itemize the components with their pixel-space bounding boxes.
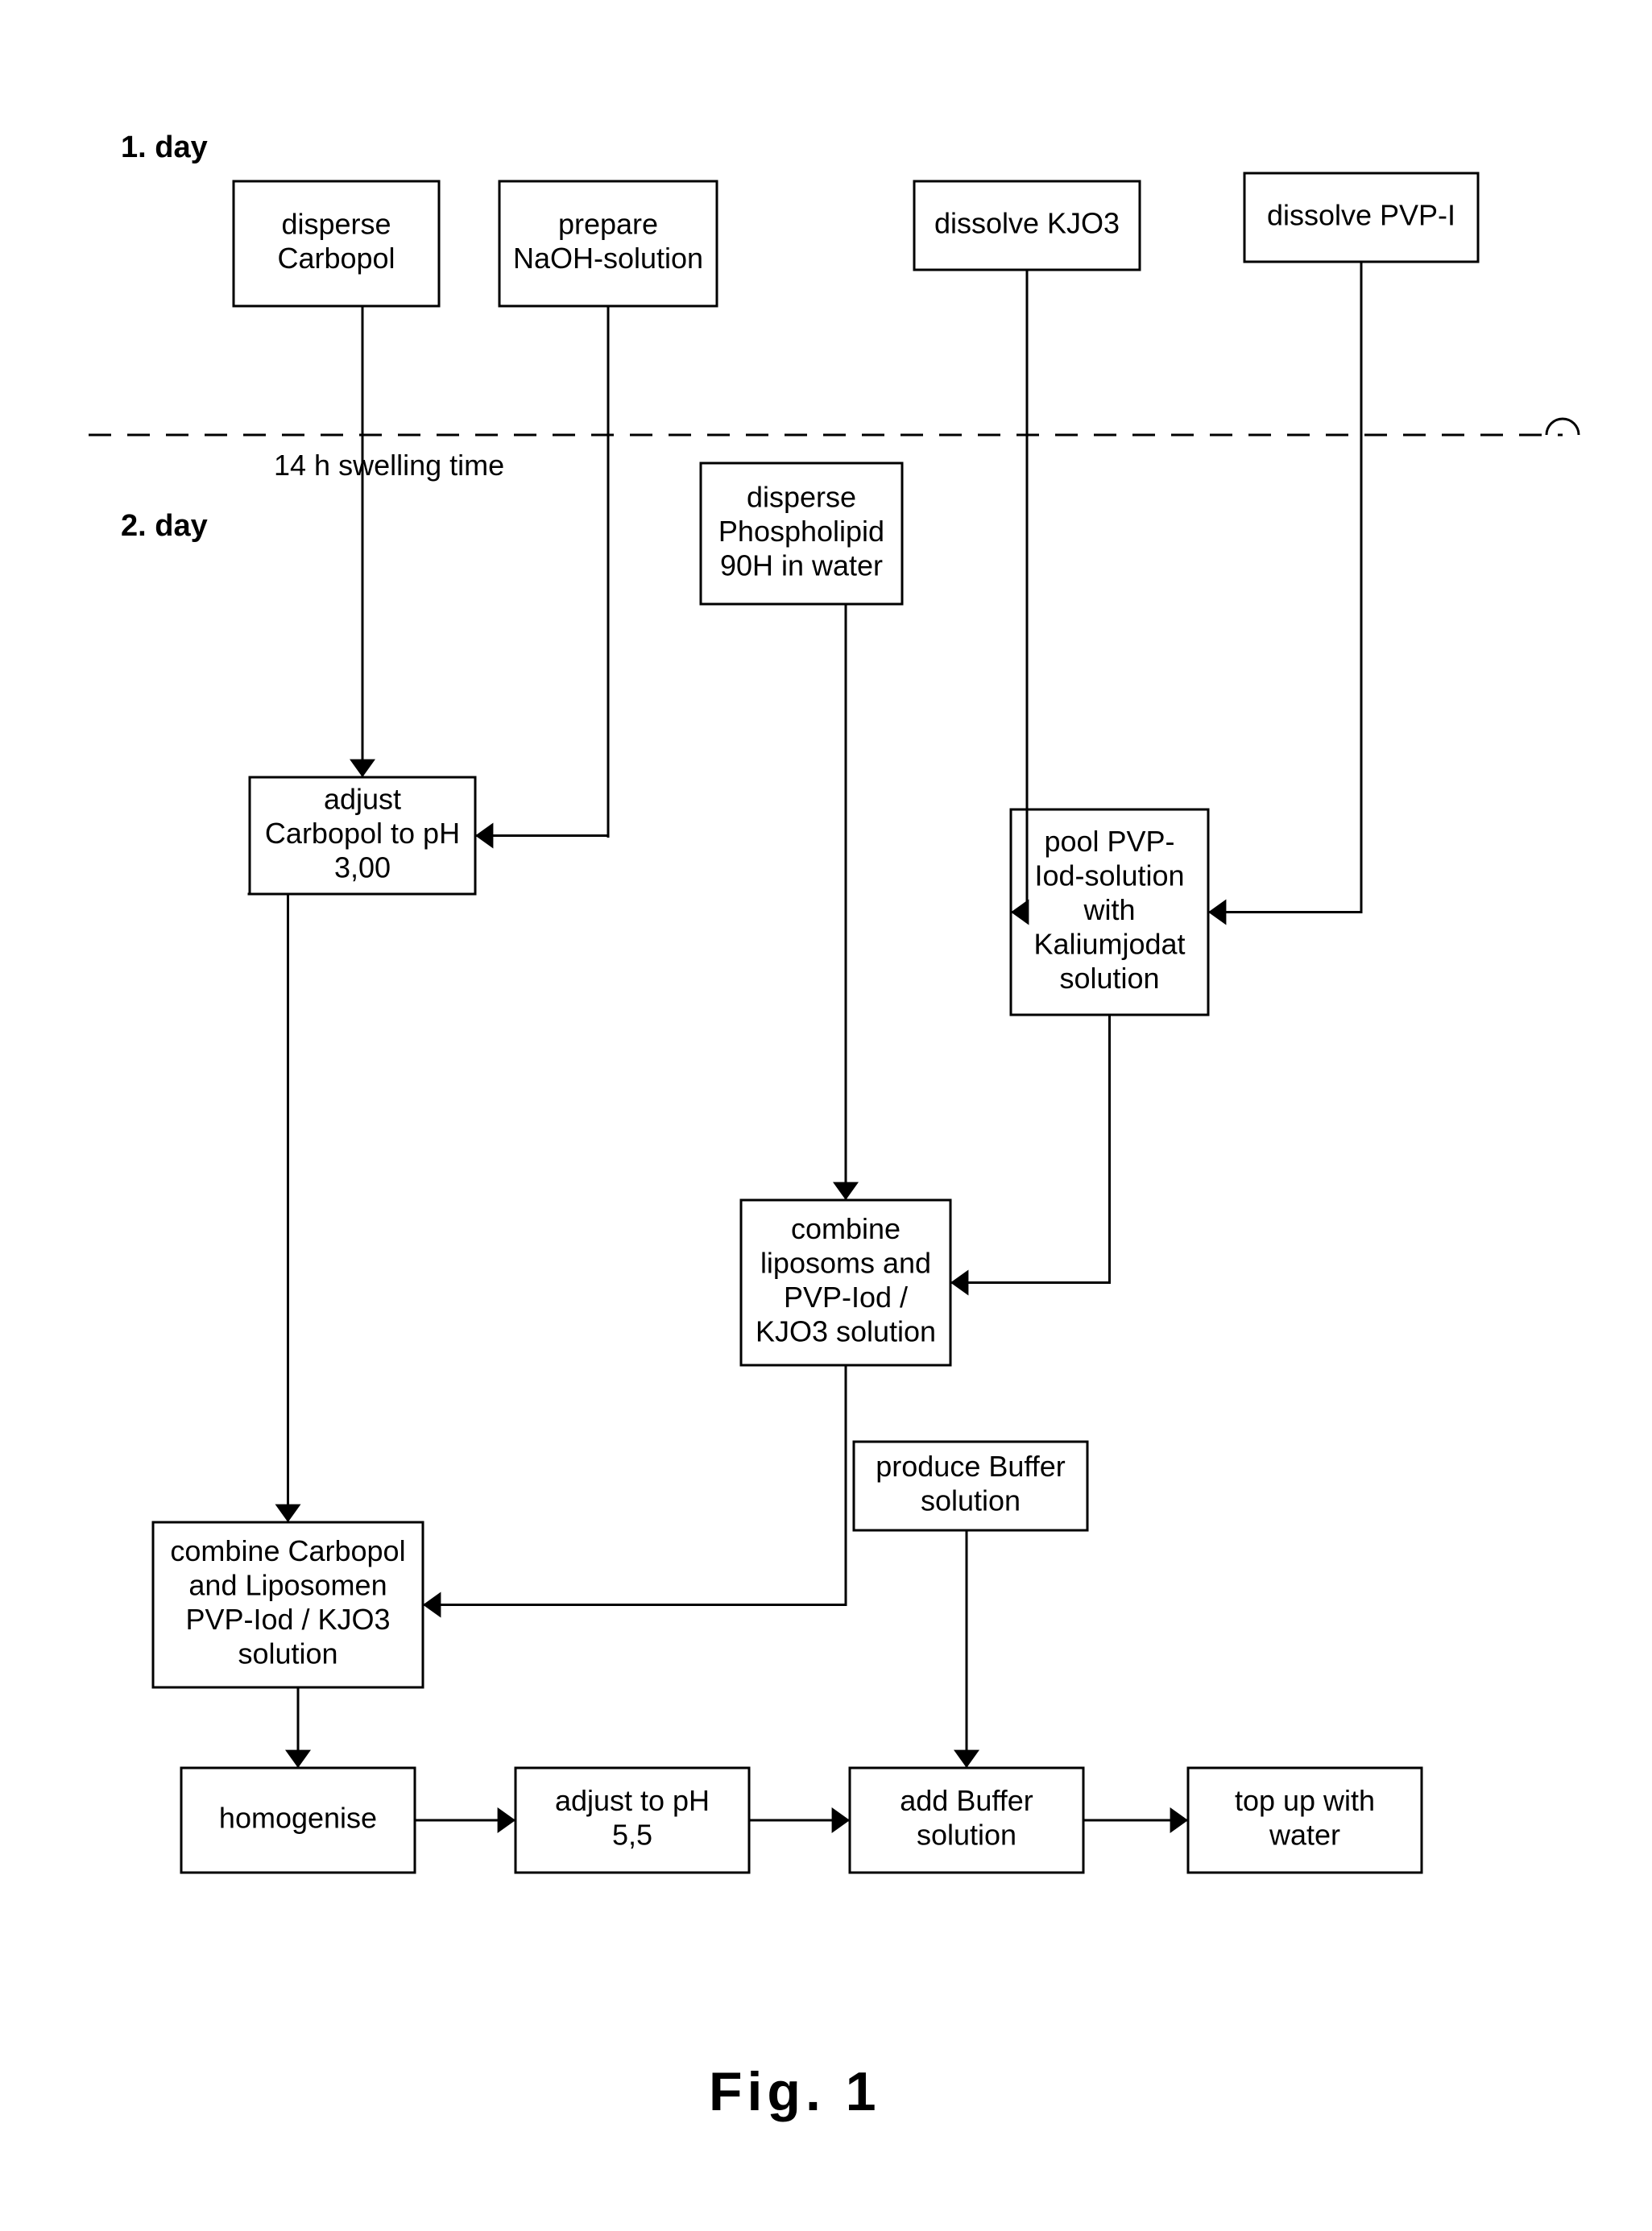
figure-label: Fig. 1 xyxy=(709,2061,881,2122)
box-buffer-line-1: solution xyxy=(921,1484,1021,1517)
box-pool-line-2: with xyxy=(1083,893,1135,926)
box-adjust3-line-1: Carbopol to pH xyxy=(265,817,460,850)
box-homog-line-0: homogenise xyxy=(219,1801,377,1834)
day-label-2: 2. day xyxy=(121,509,208,543)
box-combineLip-line-1: liposoms and xyxy=(760,1247,931,1280)
box-combineCarb-line-1: and Liposomen xyxy=(188,1569,387,1602)
box-addBuf-line-1: solution xyxy=(917,1819,1016,1852)
box-pool-line-0: pool PVP- xyxy=(1044,825,1174,858)
edge-buffer-addBuf xyxy=(967,1530,971,1768)
box-adjust55-line-0: adjust to pH xyxy=(555,1784,710,1817)
box-carbopol-line-0: disperse xyxy=(281,208,391,241)
box-adjust3-line-0: adjust xyxy=(324,782,401,815)
edge-phospho-combineLip xyxy=(801,604,886,1200)
box-carbopol-line-1: Carbopol xyxy=(277,242,395,275)
box-buffer-line-0: produce Buffer xyxy=(876,1450,1066,1483)
arrowhead xyxy=(285,1750,311,1768)
arrowhead xyxy=(350,760,375,777)
box-pool-line-1: Iod-solution xyxy=(1034,859,1184,892)
edge-adjust3-combineCarb xyxy=(248,894,363,1522)
arrowhead xyxy=(275,1505,301,1522)
arrowhead xyxy=(475,823,493,849)
box-phospho-line-2: 90H in water xyxy=(720,548,883,582)
box-combineCarb-line-0: combine Carbopol xyxy=(170,1534,405,1567)
box-adjust55-line-1: 5,5 xyxy=(612,1819,652,1852)
edge-pvpi-pool xyxy=(1208,262,1361,913)
swelling-time-label: 14 h swelling time xyxy=(274,449,504,482)
box-naoh-line-0: prepare xyxy=(558,208,658,241)
arrowhead xyxy=(498,1807,515,1833)
box-adjust3-line-2: 3,00 xyxy=(334,851,391,884)
arrowhead xyxy=(950,1270,968,1296)
edge-naoh-adjust3 xyxy=(475,306,608,838)
edge-pool-combineLip xyxy=(950,1015,1110,1283)
edge-carbopol-adjust3 xyxy=(337,306,363,777)
box-topup-line-0: top up with xyxy=(1235,1784,1375,1817)
box-topup-line-1: water xyxy=(1269,1819,1340,1852)
box-naoh-line-1: NaOH-solution xyxy=(513,242,703,275)
box-phospho-line-1: Phospholipid xyxy=(718,515,884,548)
day-label-1: 1. day xyxy=(121,130,208,164)
box-combineLip-line-2: PVP-Iod / xyxy=(784,1281,908,1314)
box-combineCarb-line-2: PVP-Iod / KJO3 xyxy=(185,1603,390,1636)
line-bridge xyxy=(1546,419,1579,435)
arrowhead xyxy=(423,1592,441,1618)
box-kjo3-line-0: dissolve KJO3 xyxy=(934,206,1120,239)
arrowhead xyxy=(1208,900,1226,925)
box-combineCarb-line-3: solution xyxy=(238,1637,337,1670)
box-phospho-line-0: disperse xyxy=(747,480,856,513)
box-pool-line-4: solution xyxy=(1059,962,1159,995)
arrowhead xyxy=(954,1750,979,1768)
edge-combineLip-combineCarb xyxy=(423,1365,846,1605)
box-addBuf-line-0: add Buffer xyxy=(900,1784,1033,1817)
arrowhead xyxy=(832,1807,850,1833)
arrowhead xyxy=(1170,1807,1188,1833)
box-pvpi-line-0: dissolve PVP-I xyxy=(1267,198,1455,231)
box-combineLip-line-0: combine xyxy=(791,1212,901,1245)
box-combineLip-line-3: KJO3 solution xyxy=(756,1315,936,1348)
arrowhead xyxy=(833,1182,859,1200)
box-pool-line-3: Kaliumjodat xyxy=(1033,927,1185,960)
